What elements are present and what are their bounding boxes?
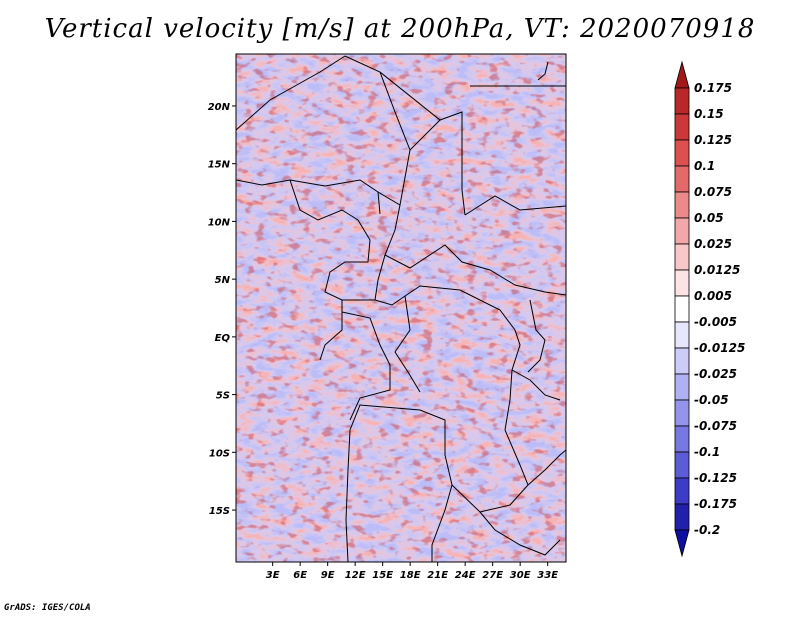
colorbar-bin (674, 165, 690, 193)
lat-tick-label: 20N (208, 102, 231, 113)
lon-tick-label: 6E (293, 570, 307, 581)
lat-tick-label: 5N (215, 275, 231, 286)
colorbar-level-label: 0.15 (694, 107, 724, 121)
chart-title: Vertical velocity [m/s] at 200hPa, VT: 2… (44, 14, 756, 44)
colorbar-level-label: 0.125 (694, 133, 732, 147)
colorbar-level-label: 0.05 (694, 211, 724, 225)
colorbar-level-label: -0.05 (694, 393, 729, 407)
grads-credit: GrADS: IGES/COLA (4, 603, 91, 613)
lat-tick-label: EQ (215, 333, 231, 344)
colorbar-bin (674, 503, 690, 531)
colorbar-level-label: -0.2 (694, 523, 720, 537)
colorbar-level-label: 0.175 (694, 81, 732, 95)
lon-tick-label: 21E (427, 570, 448, 581)
lon-tick-label: 12E (345, 570, 366, 581)
colorbar-bin (674, 373, 690, 401)
lon-tick-label: 30E (510, 570, 531, 581)
lat-tick-label: 10N (208, 217, 231, 228)
colorbar-bin (674, 269, 690, 297)
colorbar-bin (674, 529, 690, 558)
colorbar-bin (674, 321, 690, 349)
lon-tick-label: 3E (266, 570, 280, 581)
colorbar-bin (674, 87, 690, 115)
latitude-axis: 20N 15N 10N 5N EQ 5S 10S 15S (208, 102, 236, 517)
lat-tick-label: 15N (208, 160, 231, 171)
colorbar-bin (674, 243, 690, 271)
colorbar-bin (674, 191, 690, 219)
colorbar-level-label: 0.005 (694, 289, 732, 303)
plot-frame (235, 53, 567, 563)
lon-tick-label: 33E (537, 570, 558, 581)
colorbar-bin (674, 399, 690, 427)
colorbar-level-label: -0.0125 (694, 341, 745, 355)
colorbar-bin (674, 113, 690, 141)
velocity-field (236, 54, 566, 562)
colorbar-bin (674, 477, 690, 505)
colorbar-level-label: 0.025 (694, 237, 732, 251)
colorbar-level-label: -0.125 (694, 471, 737, 485)
colorbar-bin (674, 295, 690, 323)
colorbar-bin (674, 425, 690, 453)
longitude-axis: 3E 6E 9E 12E 15E 18E 21E 24E 27E 30E 33E (266, 562, 558, 581)
lon-tick-label: 15E (372, 570, 393, 581)
colorbar-bin (674, 217, 690, 245)
country-borders (236, 55, 566, 562)
colorbar-level-label: 0.0125 (694, 263, 740, 277)
lat-tick-label: 5S (216, 391, 230, 402)
colorbar-level-label: -0.175 (694, 497, 737, 511)
colorbar-level-label: 0.075 (694, 185, 732, 199)
lon-tick-label: 18E (400, 570, 421, 581)
colorbar-bin (674, 451, 690, 479)
colorbar: 0.175 0.15 0.125 0.1 0.075 0.05 0.025 0.0125 0.0… (674, 60, 745, 558)
lon-tick-label: 27E (482, 570, 503, 581)
colorbar-level-label: -0.075 (694, 419, 737, 433)
colorbar-level-label: -0.025 (694, 367, 737, 381)
lon-tick-label: 9E (321, 570, 335, 581)
colorbar-bin (674, 347, 690, 375)
colorbar-bin (674, 60, 690, 89)
lat-tick-label: 10S (209, 448, 230, 459)
colorbar-level-label: -0.005 (694, 315, 737, 329)
colorbar-bin (674, 139, 690, 167)
lon-tick-label: 24E (455, 570, 476, 581)
colorbar-level-label: -0.1 (694, 445, 720, 459)
colorbar-level-label: 0.1 (694, 159, 715, 173)
lat-tick-label: 15S (209, 506, 230, 517)
